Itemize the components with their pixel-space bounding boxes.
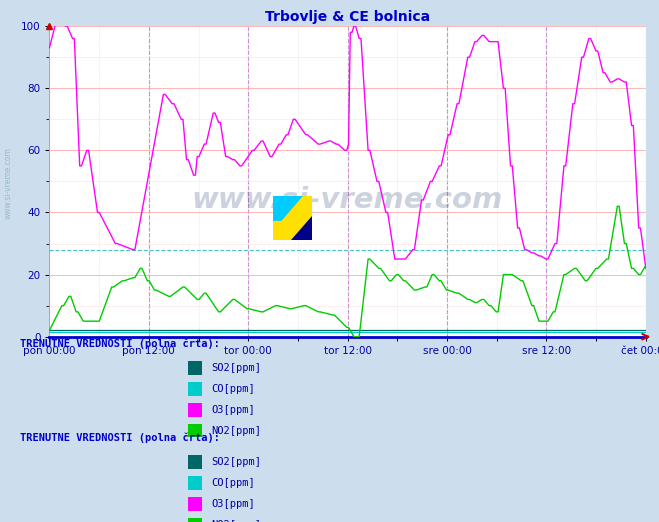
Text: www.si-vreme.com: www.si-vreme.com	[192, 186, 503, 214]
Text: SO2[ppm]: SO2[ppm]	[211, 457, 261, 467]
Polygon shape	[273, 196, 302, 220]
Text: SO2[ppm]: SO2[ppm]	[211, 363, 261, 373]
Text: O3[ppm]: O3[ppm]	[211, 499, 254, 509]
Text: TRENUTNE VREDNOSTI (polna črta):: TRENUTNE VREDNOSTI (polna črta):	[20, 433, 219, 443]
Polygon shape	[291, 216, 312, 240]
Text: www.si-vreme.com: www.si-vreme.com	[3, 147, 13, 219]
Title: Trbovlje & CE bolnica: Trbovlje & CE bolnica	[265, 9, 430, 23]
Text: CO[ppm]: CO[ppm]	[211, 478, 254, 488]
Text: CO[ppm]: CO[ppm]	[211, 384, 254, 394]
Text: NO2[ppm]: NO2[ppm]	[211, 425, 261, 436]
Text: TRENUTNE VREDNOSTI (polna črta):: TRENUTNE VREDNOSTI (polna črta):	[20, 339, 219, 349]
Polygon shape	[273, 196, 295, 220]
Text: O3[ppm]: O3[ppm]	[211, 405, 254, 415]
Polygon shape	[273, 196, 312, 240]
Text: NO2[ppm]: NO2[ppm]	[211, 519, 261, 522]
